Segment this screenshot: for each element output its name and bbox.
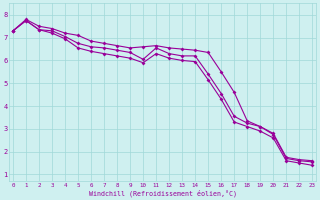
X-axis label: Windchill (Refroidissement éolien,°C): Windchill (Refroidissement éolien,°C) bbox=[89, 189, 237, 197]
